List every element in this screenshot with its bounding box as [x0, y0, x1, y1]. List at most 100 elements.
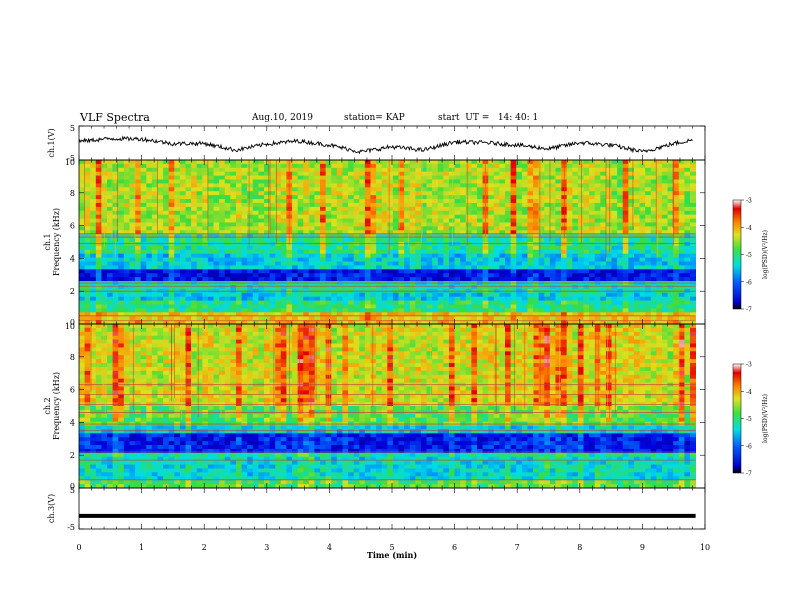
spectrogram-cell — [566, 230, 573, 235]
spectrogram-cell — [376, 249, 383, 255]
spectrogram-cell — [359, 284, 366, 290]
spectrogram-cell — [364, 187, 371, 192]
spectrogram-cell — [325, 324, 332, 329]
spectrogram-cell — [107, 257, 114, 262]
spectrogram-cell — [667, 265, 674, 270]
spectrogram-cell — [359, 245, 366, 251]
spectrogram-cell — [521, 265, 528, 270]
spectrogram-cell — [398, 296, 405, 301]
spectrogram-cell — [409, 292, 416, 298]
spectrogram-cell — [622, 234, 629, 239]
spectrogram-cell — [533, 183, 540, 188]
spectrogram-cell — [555, 327, 562, 333]
spectrogram-cell — [594, 214, 601, 219]
spectrogram-cell — [325, 312, 332, 317]
spectrogram-cell — [667, 195, 674, 200]
spectrogram-cell — [527, 324, 534, 329]
spectrogram-cell — [207, 269, 214, 274]
spectrogram-cell — [280, 265, 287, 270]
spectrogram-cell — [555, 261, 562, 266]
spectrogram-cell — [191, 300, 198, 305]
spectrogram-cell — [241, 245, 248, 251]
spectrogram-cell — [325, 183, 332, 188]
spectrogram-cell — [617, 265, 624, 270]
spectrogram-cell — [611, 277, 618, 282]
spectrogram-cell — [476, 167, 483, 173]
spectrogram-cell — [314, 242, 321, 247]
spectrogram-cell — [280, 167, 287, 173]
spectrogram-cell — [359, 296, 366, 301]
spectrogram-cell — [314, 316, 321, 321]
spectrogram-cell — [191, 187, 198, 192]
spectrogram-cell — [656, 273, 663, 278]
spectrogram-cell — [151, 214, 158, 219]
spectrogram-cell — [594, 292, 601, 298]
spectrogram-cell — [437, 175, 444, 180]
spectrogram-cell — [202, 222, 209, 227]
spectrogram-cell — [129, 234, 136, 239]
spectrogram-cell — [376, 199, 383, 204]
spectrogram-cell — [314, 277, 321, 282]
spectrogram-cell — [359, 277, 366, 282]
spectrogram-cell — [622, 187, 629, 192]
spectrogram-cell — [415, 269, 422, 274]
spectrogram-cell — [488, 277, 495, 282]
spectrogram-cell — [544, 210, 551, 216]
spectrogram-cell — [566, 253, 573, 259]
spectrogram-cell — [364, 206, 371, 212]
spectrogram-cell — [79, 312, 86, 317]
spectrogram-cell — [275, 210, 282, 216]
spectrogram-cell — [112, 253, 119, 259]
spectrogram-cell — [420, 327, 427, 333]
spectrogram-cell — [460, 206, 467, 212]
spectrogram-cell — [549, 183, 556, 188]
spectrogram-cell — [639, 179, 646, 184]
spectrogram-cell — [342, 191, 349, 196]
spectrogram-cell — [499, 230, 506, 235]
spectrogram-cell — [404, 327, 411, 333]
spectrogram-cell — [258, 160, 265, 165]
spectrogram-cell — [275, 292, 282, 298]
spectrogram-cell — [527, 245, 534, 251]
spectrogram-cell — [359, 312, 366, 317]
spectrogram-cell — [622, 308, 629, 313]
spectrogram-cell — [207, 218, 214, 223]
spectrogram-cell — [426, 191, 433, 196]
spectrogram-cell — [123, 183, 130, 188]
spectrogram-cell — [140, 331, 147, 337]
spectrogram-cell — [219, 261, 226, 266]
spectrogram-cell — [594, 167, 601, 173]
spectrogram-cell — [370, 214, 377, 219]
spectrogram-cell — [168, 226, 175, 231]
spectrogram-cell — [645, 163, 652, 169]
spectrogram-cell — [213, 226, 220, 231]
spectrogram-cell — [79, 265, 86, 270]
spectrogram-cell — [448, 308, 455, 313]
spectrogram-cell — [129, 327, 136, 333]
spectrogram-cell — [460, 230, 467, 235]
spectrogram-cell — [376, 296, 383, 301]
spectrogram-cell — [443, 195, 450, 200]
spectrogram-cell — [168, 300, 175, 305]
spectrogram-cell — [219, 253, 226, 259]
spectrogram-cell — [594, 253, 601, 259]
spectrogram-cell — [661, 296, 668, 301]
spectrogram-cell — [690, 187, 697, 192]
spectrogram-cell — [129, 206, 136, 212]
spectrogram-cell — [605, 292, 612, 298]
spectrogram-cell — [476, 238, 483, 243]
spectrogram-cell — [633, 304, 640, 309]
spectrogram-cell — [325, 191, 332, 196]
spectrogram-cell — [516, 277, 523, 282]
spectrogram-cell — [235, 292, 242, 298]
spectrogram-cell — [297, 331, 304, 337]
spectrogram-cell — [527, 191, 534, 196]
spectrogram-cell — [129, 175, 136, 180]
spectrogram-cell — [303, 171, 310, 177]
spectrogram-cell — [544, 316, 551, 321]
spectrogram-cell — [364, 308, 371, 313]
spectrogram-cell — [146, 238, 153, 243]
spectrogram-cell — [432, 226, 439, 231]
spectrogram-cell — [370, 183, 377, 188]
spectrogram-cell — [314, 249, 321, 255]
